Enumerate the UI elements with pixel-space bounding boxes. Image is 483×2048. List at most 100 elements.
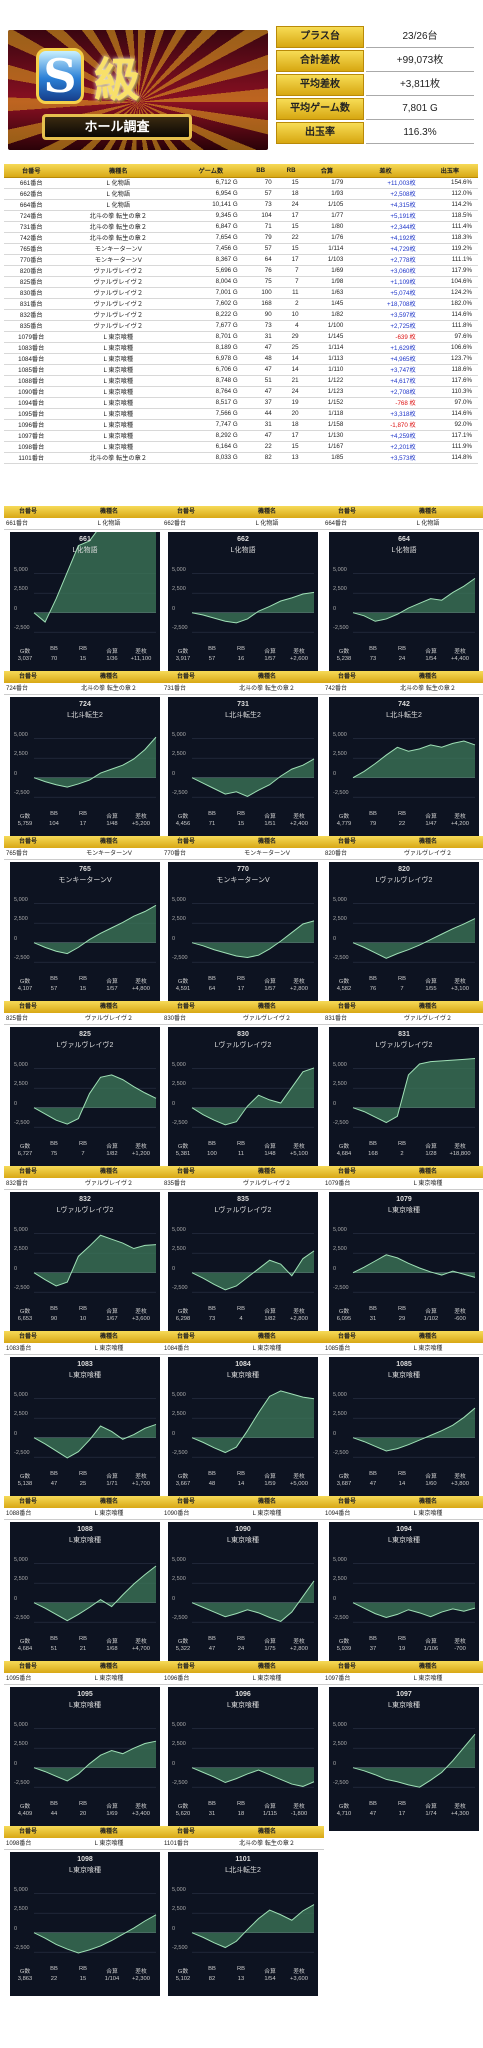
stat-head: RB [236,1471,246,1477]
slump-graph [352,1563,476,1623]
graph-machine-name: L東京喰種 [388,1207,420,1214]
stat-head: 差枚 [135,1474,147,1480]
table-cell: +5,191枚 [349,210,422,222]
table-row: 770番台 モンキーターンV 8,367 G 64 17 1/103 +2,778枚 111.… [4,254,478,266]
slump-graph [191,1893,315,1953]
stat-head: 合算 [264,814,276,820]
y-tick-label: -2,500 [14,1120,30,1127]
stat-head: BB [369,976,377,982]
table-cell: 662番台 [4,188,59,200]
table-cell: +3,597枚 [349,309,422,321]
card-unit-value: 664番台 [323,518,371,530]
card-unit-value: 1095番台 [4,1673,52,1685]
graph-machine-name: Lヴァルヴレイヴ2 [56,1207,114,1214]
stat-value: 15 [237,821,245,827]
card-model-heading: 機種名 [210,1826,324,1838]
card-model-heading: 機種名 [371,1661,483,1673]
stat-value: 15 [79,986,87,992]
y-tick-label: 0 [172,1265,176,1272]
table-row: 820番台 ヴァルヴレイヴ２ 5,696 G 76 7 1/69 +3,060枚 117.9% [4,265,478,277]
stat-head: RB [78,1306,88,1312]
stat-value: 14 [237,1481,245,1487]
graph-unit-number: 832 [79,1196,91,1203]
stat-head: G数 [19,1309,31,1315]
card-unit-heading: 台番号 [162,1661,210,1673]
card-model-heading: 機種名 [210,506,324,518]
stat-value: 1/104 [104,1976,120,1982]
card-unit-value: 1079番台 [323,1178,371,1190]
table-cell: 31 [243,331,278,343]
table-cell: 724番台 [4,210,59,222]
stat-head: 差枚 [135,649,147,655]
graph-unit-number: 830 [237,1031,249,1038]
table-cell: 661番台 [4,177,59,189]
card-model-value: L 東京喰種 [210,1508,324,1520]
table-header-cell: 差枚 [349,164,422,178]
slump-line [33,1914,157,1954]
graph-machine-name: L北斗転生2 [386,712,422,719]
stat-head: RB [397,1306,407,1312]
stat-head: 合算 [106,1639,118,1645]
card-header: 台番号 機種名 831番台 ヴァルヴレイヴ２ [323,1001,483,1025]
slump-graph-panel: 1079 L東京喰種 5,000 2,500 0 -2,500 G数 BB RB 合算 差枚 6,09… [329,1192,479,1336]
table-cell: 8,764 G [178,386,244,398]
table-cell: 1/113 [304,353,350,365]
stat-value: 1/82 [264,1316,276,1322]
stat-value: 70 [50,656,58,662]
slump-card: 台番号 機種名 1098番台 L 東京喰種 1098 L東京喰種 5,000 2,500 0 -2… [4,1826,166,2001]
stat-value: 1/60 [425,1481,437,1487]
table-cell: 1/123 [304,386,350,398]
graph-unit-number: 1085 [396,1361,412,1368]
slump-card: 台番号 機種名 832番台 ヴァルヴレイヴ２ 832 Lヴァルヴレイヴ2 5,000 2,50… [4,1166,166,1341]
table-cell: 73 [243,320,278,332]
slump-graph-panel: 664 L化物語 5,000 2,500 0 -2,500 G数 BB RB 合算 差枚 5,238 7… [329,532,479,676]
table-cell: 114.6% [421,309,478,321]
slump-line [33,736,157,788]
stat-value: 47 [50,1481,58,1487]
table-cell: 82 [243,452,278,464]
slump-graph [33,903,157,963]
slump-card: 台番号 機種名 1097番台 L 東京喰種 1097 L東京喰種 5,000 2,500 0 -2… [323,1661,483,1836]
stat-value: +4,300 [451,1811,469,1817]
slump-area [192,1580,314,1622]
summary-stat: 出玉率 116.3% [276,122,474,144]
y-tick-label: -2,500 [172,1285,188,1292]
graph-machine-name: L東京喰種 [227,1372,259,1379]
stat-value: 37 [369,1646,377,1652]
slump-graph-panel: 765 モンキーターンV 5,000 2,500 0 -2,500 G数 BB RB 合算 差枚 4,… [10,862,160,1006]
y-tick-label: 5,000 [333,1061,347,1068]
card-header: 台番号 機種名 835番台 ヴァルヴレイヴ２ [162,1166,324,1190]
stat-head: 合算 [106,979,118,985]
stat-head: 差枚 [293,1639,305,1645]
stat-head: G数 [177,1969,189,1975]
table-cell: +2,725枚 [349,320,422,332]
summary-stat-label: 平均差枚 [276,74,364,96]
y-tick-label: -2,500 [14,1285,30,1292]
table-cell: L 東京喰種 [58,430,179,442]
slump-card: 台番号 機種名 724番台 北斗の拳 転生の章２ 724 L北斗転生2 5,000 2,500… [4,671,166,846]
card-model-value: 北斗の拳 転生の章２ [52,683,166,695]
slump-graph-panel: 1101 L北斗転生2 5,000 2,500 0 -2,500 G数 BB RB 合算 差枚 5,1… [168,1852,318,1996]
y-tick-label: -2,500 [172,790,188,797]
stat-value: 4,582 [336,986,352,992]
table-cell: 770番台 [4,254,59,266]
slump-graph [191,1233,315,1293]
card-unit-value: 770番台 [162,848,210,860]
stat-value: +2,400 [290,821,308,827]
card-model-value: ヴァルヴレイヴ２ [371,848,483,860]
table-row: 1090番台 L 東京喰種 8,764 G 47 24 1/123 +2,708枚 110.3… [4,386,478,398]
stat-value: 5,238 [336,656,352,662]
card-unit-value: 1083番台 [4,1343,52,1355]
slump-graph-panel: 1098 L東京喰種 5,000 2,500 0 -2,500 G数 BB RB 合算 差枚 3,86… [10,1852,160,1996]
stat-head: 合算 [264,1474,276,1480]
table-cell: 111.8% [421,320,478,332]
slump-area [353,1058,475,1123]
slump-graph-panel: 1090 L東京喰種 5,000 2,500 0 -2,500 G数 BB RB 合算 差枚 5,32… [168,1522,318,1666]
stat-head: 差枚 [293,1474,305,1480]
graph-unit-number: 1084 [235,1361,251,1368]
card-unit-heading: 台番号 [4,836,52,848]
table-cell: 1/79 [304,177,350,189]
slump-graph [352,573,476,633]
table-row: 664番台 L 化物語 10,141 G 73 24 1/105 +4,315枚 114.2% [4,199,478,211]
summary-stat-label: プラス台 [276,26,364,48]
